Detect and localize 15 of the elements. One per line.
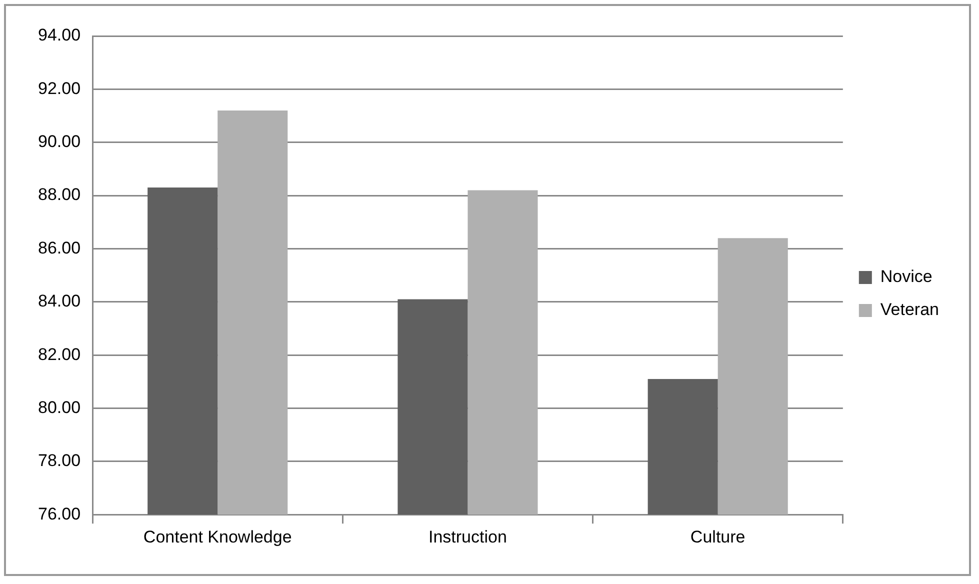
y-tick-label: 90.00	[38, 132, 81, 152]
legend-label: Novice	[880, 267, 932, 286]
x-tick-label: Instruction	[428, 527, 507, 546]
y-tick-label: 94.00	[38, 26, 81, 45]
y-tick-label: 92.00	[38, 78, 81, 98]
y-tick-label: 88.00	[38, 185, 81, 204]
x-tick-label: Culture	[690, 527, 746, 546]
y-tick-label: 86.00	[38, 238, 81, 258]
y-tick-label: 84.00	[38, 292, 81, 311]
x-tick-label: Content Knowledge	[143, 527, 292, 546]
y-tick-label: 76.00	[38, 504, 81, 524]
legend-label: Veteran	[880, 300, 940, 320]
y-tick-label: 82.00	[38, 344, 81, 364]
y-tick-label: 78.00	[38, 451, 81, 470]
y-tick-label: 80.00	[38, 398, 81, 417]
